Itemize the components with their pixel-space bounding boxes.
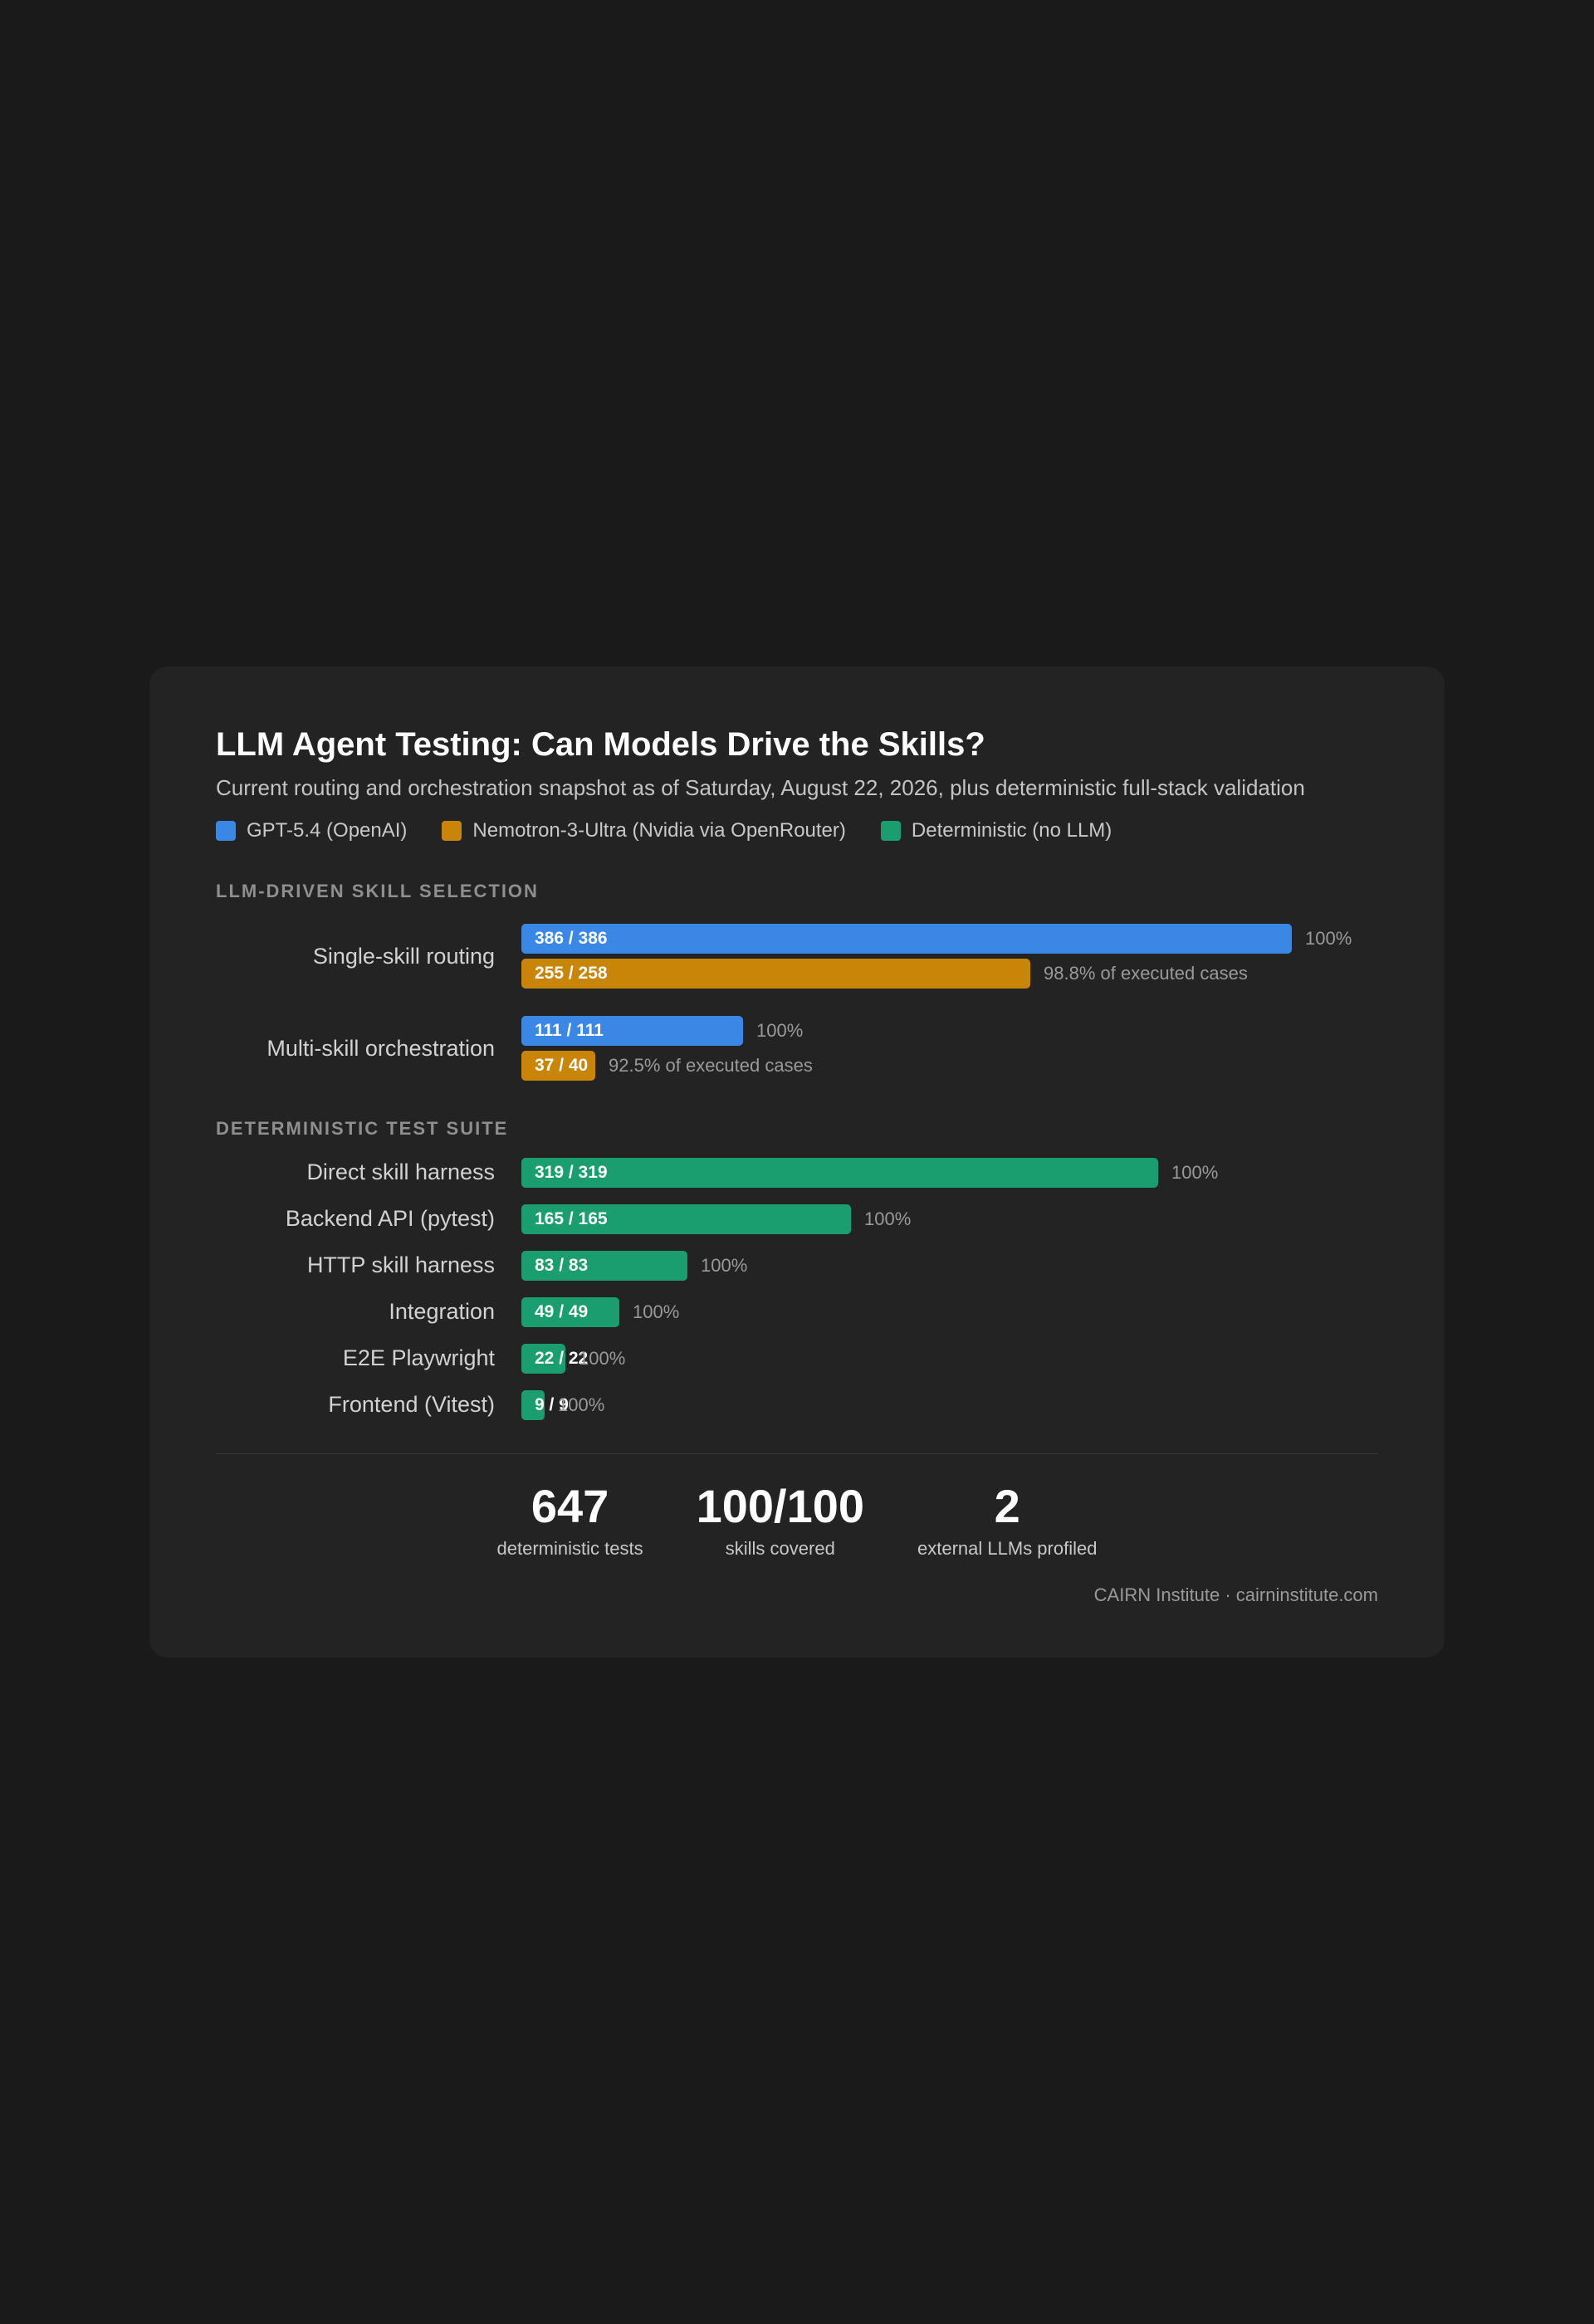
legend-swatch-nemotron	[442, 820, 462, 841]
category-label: Integration	[389, 1299, 495, 1325]
deterministic-row-4: E2E Playwright 22 / 22 100%	[216, 1343, 1378, 1374]
bar-0-gpt-value-label: 386 / 386	[535, 929, 608, 949]
legend-label-nemotron: Nemotron-3-Ultra (Nvidia via OpenRouter)	[472, 818, 846, 842]
stat-value: 2	[994, 1479, 1020, 1532]
bar-deterministic-3-line: 49 / 49 100%	[521, 1296, 1378, 1327]
category-label: HTTP skill harness	[306, 1252, 495, 1278]
llm-group-0: Single-skill routing 386 / 386 100% 255 / 2…	[216, 924, 1378, 989]
bar-stack: 22 / 22 100%	[521, 1343, 1378, 1374]
bar-deterministic-3: 49 / 49	[521, 1296, 619, 1327]
bar-deterministic-5-value-label: 9 / 9	[535, 1394, 569, 1414]
bar-deterministic-4-line: 22 / 22 100%	[521, 1343, 1378, 1374]
bar-1-gpt-line: 111 / 111 100%	[521, 1016, 1378, 1047]
bar-deterministic-5-note: 100%	[558, 1394, 605, 1415]
bar-deterministic-5-line: 9 / 9 100%	[521, 1389, 1378, 1420]
bar-stack: 165 / 165 100%	[521, 1204, 1378, 1234]
bar-deterministic-4-note: 100%	[579, 1347, 626, 1369]
category-label: Multi-skill orchestration	[266, 1035, 495, 1061]
stats-row: 647 deterministic tests 100/100 skills c…	[216, 1482, 1378, 1560]
bar-0-nemotron-line: 255 / 258 98.8% of executed cases	[521, 959, 1378, 989]
bar-stack: 111 / 111 100% 37 / 40 92.5% of executed ca…	[521, 1016, 1378, 1081]
bar-deterministic-1: 165 / 165	[521, 1204, 851, 1234]
bar-deterministic-2-line: 83 / 83 100%	[521, 1250, 1378, 1281]
bar-deterministic-0: 319 / 319	[521, 1157, 1158, 1188]
legend-label-deterministic: Deterministic (no LLM)	[911, 818, 1112, 842]
stat-external-llms: 2 external LLMs profiled	[917, 1482, 1097, 1560]
section-title-llm: LLM-DRIVEN SKILL SELECTION	[216, 880, 539, 901]
stat-label: deterministic tests	[496, 1537, 643, 1559]
legend-swatch-gpt	[216, 820, 236, 841]
bar-deterministic-1-note: 100%	[864, 1208, 912, 1229]
legend-label-gpt: GPT-5.4 (OpenAI)	[247, 818, 408, 842]
bar-1-gpt-value-label: 111 / 111	[535, 1021, 604, 1041]
bar-deterministic-4: 22 / 22	[521, 1343, 588, 1374]
stat-label: external LLMs profiled	[917, 1537, 1098, 1559]
deterministic-row-2: HTTP skill harness 83 / 83 100%	[216, 1250, 1378, 1281]
bar-0-nemotron-value-label: 255 / 258	[535, 964, 608, 984]
legend-swatch-deterministic	[880, 820, 901, 841]
divider	[216, 1452, 1378, 1454]
llm-bar-groups: Single-skill routing 386 / 386 100% 255 / 2…	[216, 924, 1378, 1081]
bar-deterministic-2: 83 / 83	[521, 1250, 687, 1281]
bar-stack: 9 / 9 100%	[521, 1389, 1378, 1420]
deterministic-row-0: Direct skill harness 319 / 319 100%	[216, 1157, 1378, 1188]
deterministic-bar-rows: Direct skill harness 319 / 319 100% Backend…	[216, 1157, 1378, 1420]
bar-deterministic-3-note: 100%	[633, 1301, 680, 1322]
bar-deterministic-0-value-label: 319 / 319	[535, 1162, 608, 1182]
legend-item-gpt: GPT-5.4 (OpenAI)	[216, 819, 407, 842]
bar-deterministic-1-value-label: 165 / 165	[535, 1208, 608, 1228]
bar-1-gpt: 111 / 111	[521, 1016, 743, 1047]
category-label: Direct skill harness	[306, 1160, 495, 1185]
category-label: Single-skill routing	[312, 943, 495, 969]
deterministic-row-3: Integration 49 / 49 100%	[216, 1296, 1378, 1327]
deterministic-row-5: Frontend (Vitest) 9 / 9 100%	[216, 1389, 1378, 1420]
chart-title: LLM Agent Testing: Can Models Drive the …	[216, 726, 985, 763]
stat-skills-covered: 100/100 skills covered	[697, 1482, 864, 1560]
bar-stack: 49 / 49 100%	[521, 1296, 1378, 1327]
legend-item-nemotron: Nemotron-3-Ultra (Nvidia via OpenRouter)	[442, 818, 846, 842]
bar-deterministic-2-value-label: 83 / 83	[535, 1255, 589, 1275]
bar-0-gpt-line: 386 / 386 100%	[521, 924, 1378, 954]
bar-0-gpt: 386 / 386	[521, 924, 1292, 954]
section-title-deterministic: DETERMINISTIC TEST SUITE	[216, 1117, 509, 1139]
legend: GPT-5.4 (OpenAI) Nemotron-3-Ultra (Nvidi…	[216, 819, 1378, 842]
bar-stack: 319 / 319 100%	[521, 1157, 1378, 1188]
bar-deterministic-3-value-label: 49 / 49	[535, 1301, 589, 1321]
deterministic-row-1: Backend API (pytest) 165 / 165 100%	[216, 1204, 1378, 1234]
bar-0-nemotron-note: 98.8% of executed cases	[1044, 963, 1248, 984]
bar-deterministic-0-note: 100%	[1171, 1161, 1219, 1183]
legend-item-deterministic: Deterministic (no LLM)	[880, 818, 1112, 842]
bar-deterministic-1-line: 165 / 165 100%	[521, 1204, 1378, 1234]
chart-subtitle: Current routing and orchestration snapsh…	[216, 775, 1305, 800]
bar-1-nemotron-note: 92.5% of executed cases	[609, 1055, 813, 1077]
bar-0-gpt-note: 100%	[1305, 928, 1352, 950]
stat-label: skills covered	[725, 1537, 835, 1559]
bar-deterministic-4-value-label: 22 / 22	[535, 1348, 589, 1368]
bar-1-nemotron-value-label: 37 / 40	[535, 1056, 589, 1076]
bar-0-nemotron: 255 / 258	[521, 959, 1030, 989]
stat-value: 647	[531, 1479, 609, 1532]
footer-credit: CAIRN Institute · cairninstitute.com	[1093, 1584, 1378, 1605]
bar-deterministic-0-line: 319 / 319 100%	[521, 1157, 1378, 1188]
category-label: Frontend (Vitest)	[328, 1392, 495, 1418]
bar-deterministic-5: 9 / 9	[521, 1389, 569, 1420]
bar-1-gpt-note: 100%	[756, 1020, 804, 1042]
bar-stack: 83 / 83 100%	[521, 1250, 1378, 1281]
llm-group-1: Multi-skill orchestration 111 / 111 100% 37…	[216, 1016, 1378, 1081]
bar-deterministic-2-note: 100%	[701, 1254, 748, 1276]
stat-value: 100/100	[696, 1479, 865, 1532]
bar-stack: 386 / 386 100% 255 / 258 98.8% of executed …	[521, 924, 1378, 989]
category-label: Backend API (pytest)	[285, 1206, 495, 1232]
chart-card: LLM Agent Testing: Can Models Drive the …	[149, 666, 1445, 1658]
category-label: E2E Playwright	[342, 1345, 495, 1371]
stat-deterministic-tests: 647 deterministic tests	[497, 1482, 643, 1560]
bar-1-nemotron: 37 / 40	[521, 1051, 595, 1081]
bar-1-nemotron-line: 37 / 40 92.5% of executed cases	[521, 1051, 1378, 1081]
